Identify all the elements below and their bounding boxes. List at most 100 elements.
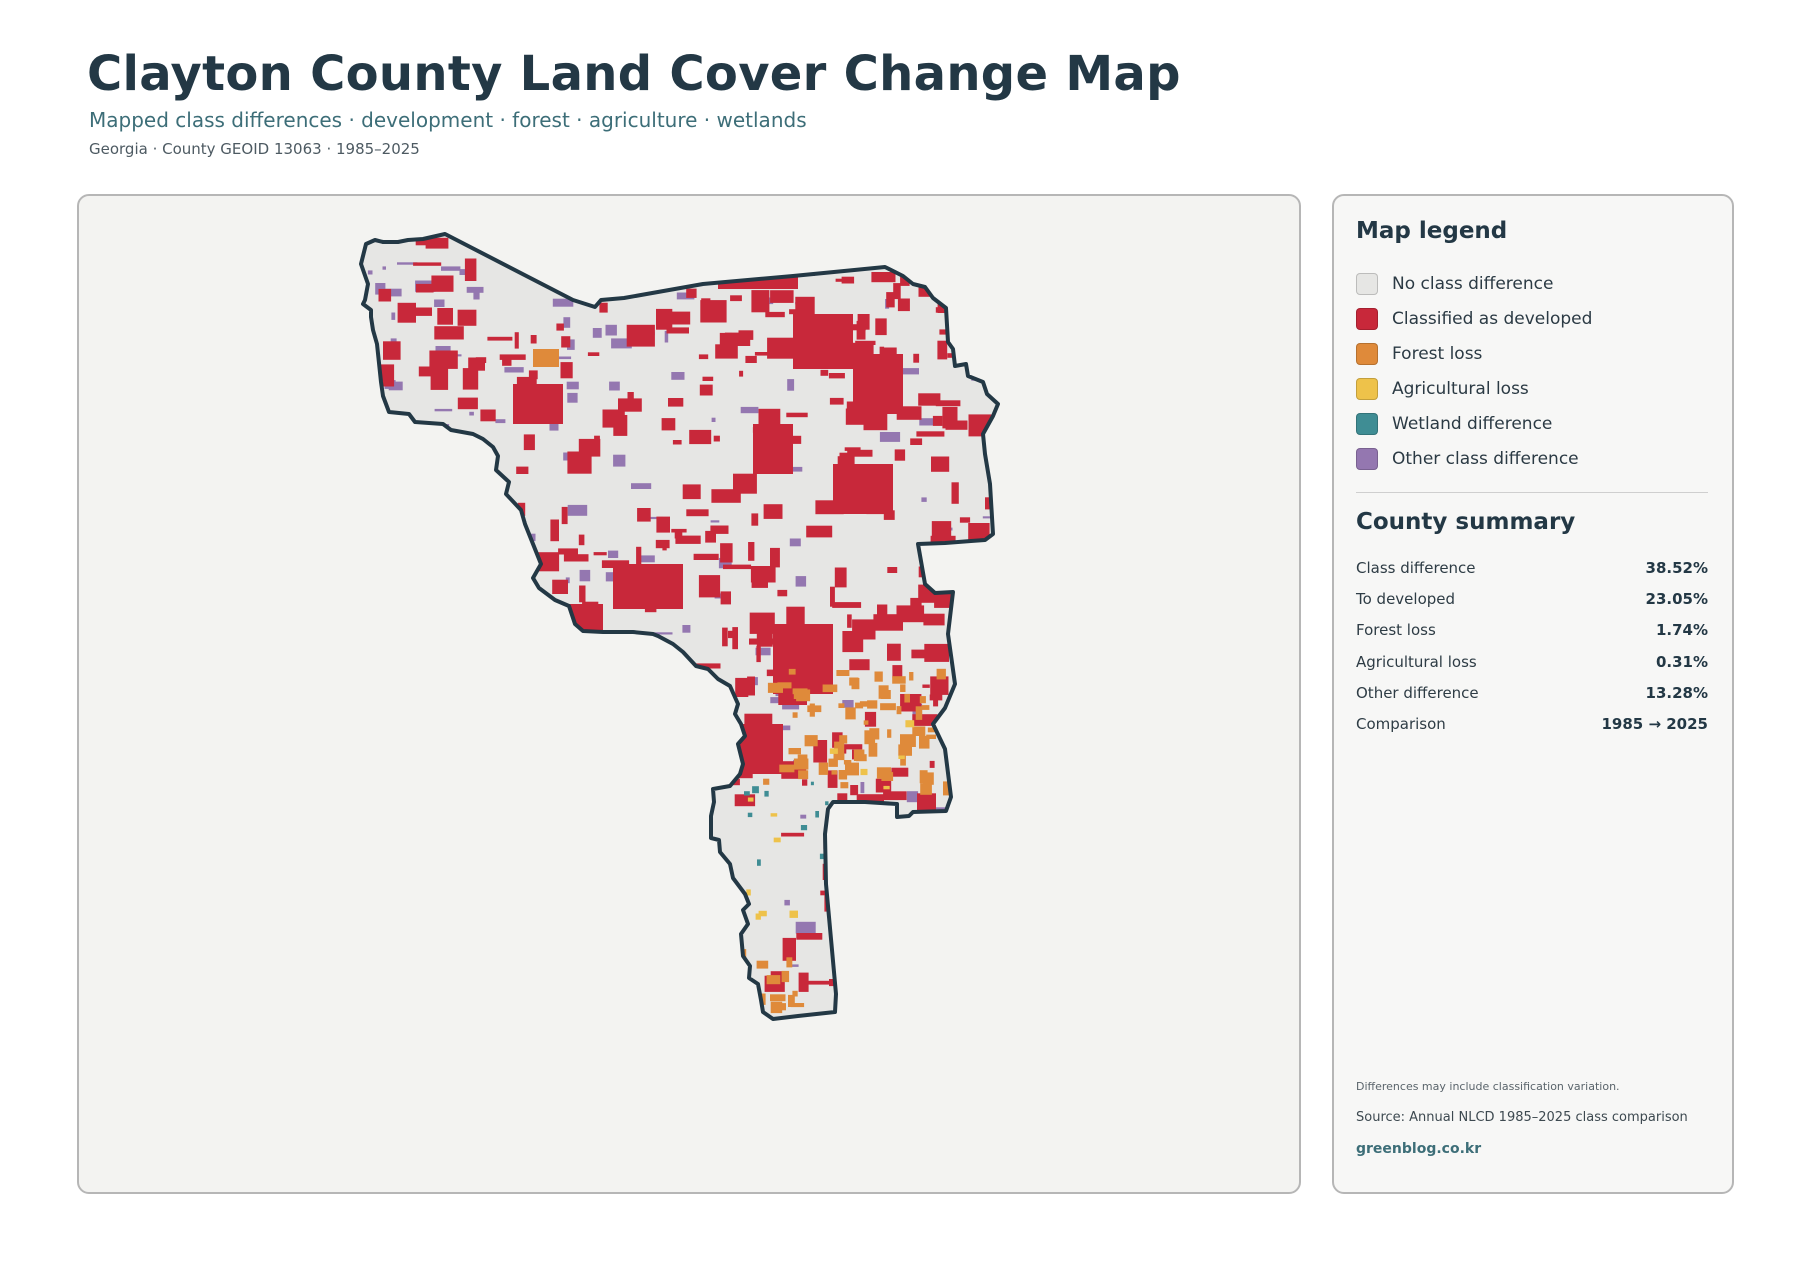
developed-patch [464, 258, 477, 281]
other-patch [862, 247, 868, 257]
other-patch [988, 736, 998, 749]
developed-patch [917, 793, 936, 811]
legend-swatch [1356, 307, 1378, 330]
forest-loss-patch [740, 996, 753, 1004]
other-patch [557, 802, 570, 807]
developed-patch [891, 767, 909, 777]
other-patch [790, 466, 803, 472]
other-patch [454, 665, 473, 667]
developed-patch [593, 1019, 607, 1022]
developed-block [563, 604, 603, 664]
developed-patch [408, 635, 426, 639]
developed-patch [562, 236, 568, 245]
forest-loss-patch [763, 778, 770, 785]
other-patch [592, 328, 602, 338]
developed-block [753, 424, 793, 474]
wetland-patch [757, 859, 761, 866]
developed-patch [916, 431, 945, 437]
other-patch [607, 797, 628, 806]
developed-patch [928, 1009, 940, 1017]
developed-patch [523, 872, 544, 877]
other-patch [958, 893, 974, 896]
other-patch [621, 909, 628, 914]
developed-patch [593, 552, 607, 556]
developed-patch [547, 1024, 576, 1044]
side-panel: Map legend No class difference Classifie… [1332, 194, 1734, 1194]
developed-patch [980, 269, 998, 280]
developed-patch [975, 766, 998, 787]
developed-patch [931, 456, 950, 472]
developed-patch [648, 817, 662, 822]
legend-swatch [1356, 377, 1378, 400]
developed-patch [787, 1020, 797, 1041]
forest-loss-patch [909, 672, 914, 681]
developed-patch [929, 694, 943, 701]
developed-patch [528, 370, 538, 380]
other-patch [397, 262, 418, 265]
developed-patch [450, 485, 479, 501]
other-patch [574, 997, 592, 1008]
developed-patch [643, 1018, 649, 1019]
other-patch [979, 800, 998, 803]
other-patch [655, 789, 660, 792]
developed-patch [929, 760, 935, 768]
developed-patch [811, 234, 841, 243]
developed-patch [612, 722, 629, 743]
forest-loss-patch [786, 957, 793, 968]
forest-loss-patch [818, 762, 829, 775]
forest-loss-patch [756, 960, 769, 969]
agricultural-loss-patch [839, 896, 849, 904]
developed-patch [782, 937, 796, 961]
county-map[interactable] [79, 196, 1301, 1194]
other-patch [682, 625, 691, 633]
map-panel[interactable]: N [77, 194, 1301, 1194]
forest-loss-patch [737, 970, 745, 985]
developed-patch [582, 971, 599, 978]
other-patch [557, 276, 563, 289]
developed-patch [998, 999, 1006, 1017]
developed-patch [530, 335, 537, 344]
forest-loss-patch [845, 762, 859, 776]
summary-label: Comparison [1356, 715, 1446, 734]
other-patch [586, 936, 601, 945]
developed-patch [611, 660, 629, 670]
developed-patch [883, 825, 904, 832]
developed-patch [994, 352, 998, 362]
other-patch [901, 368, 919, 375]
developed-block [513, 384, 563, 424]
developed-patch [541, 806, 550, 820]
developed-patch [550, 519, 559, 542]
developed-patch [428, 514, 451, 525]
developed-patch [524, 719, 549, 737]
developed-patch [416, 528, 432, 542]
other-patch [962, 594, 968, 607]
developed-patch [1000, 242, 1021, 265]
developed-block [853, 354, 903, 414]
developed-patch [930, 676, 949, 695]
developed-patch [708, 701, 723, 710]
other-patch [908, 245, 923, 252]
other-patch [496, 521, 517, 530]
other-patch [552, 356, 572, 360]
developed-patch [833, 1020, 860, 1029]
developed-patch [372, 413, 389, 435]
summary-title: County summary [1356, 509, 1576, 535]
developed-patch [985, 497, 998, 510]
agricultural-loss-patch [829, 748, 838, 754]
developed-patch [452, 724, 468, 735]
developed-patch [458, 517, 475, 529]
summary-label: To developed [1356, 589, 1456, 608]
legend-item-other: Other class difference [1356, 441, 1592, 476]
developed-patch [396, 548, 418, 557]
developed-patch [977, 946, 982, 959]
agricultural-loss-patch [905, 720, 915, 728]
other-patch [796, 252, 812, 257]
developed-patch [818, 258, 845, 266]
developed-patch [563, 554, 589, 562]
developed-patch [676, 892, 687, 908]
site-link[interactable]: greenblog.co.kr [1356, 1141, 1482, 1157]
developed-patch [468, 940, 489, 963]
developed-patch [642, 677, 654, 685]
developed-patch [1002, 607, 1029, 629]
other-patch [383, 288, 402, 297]
